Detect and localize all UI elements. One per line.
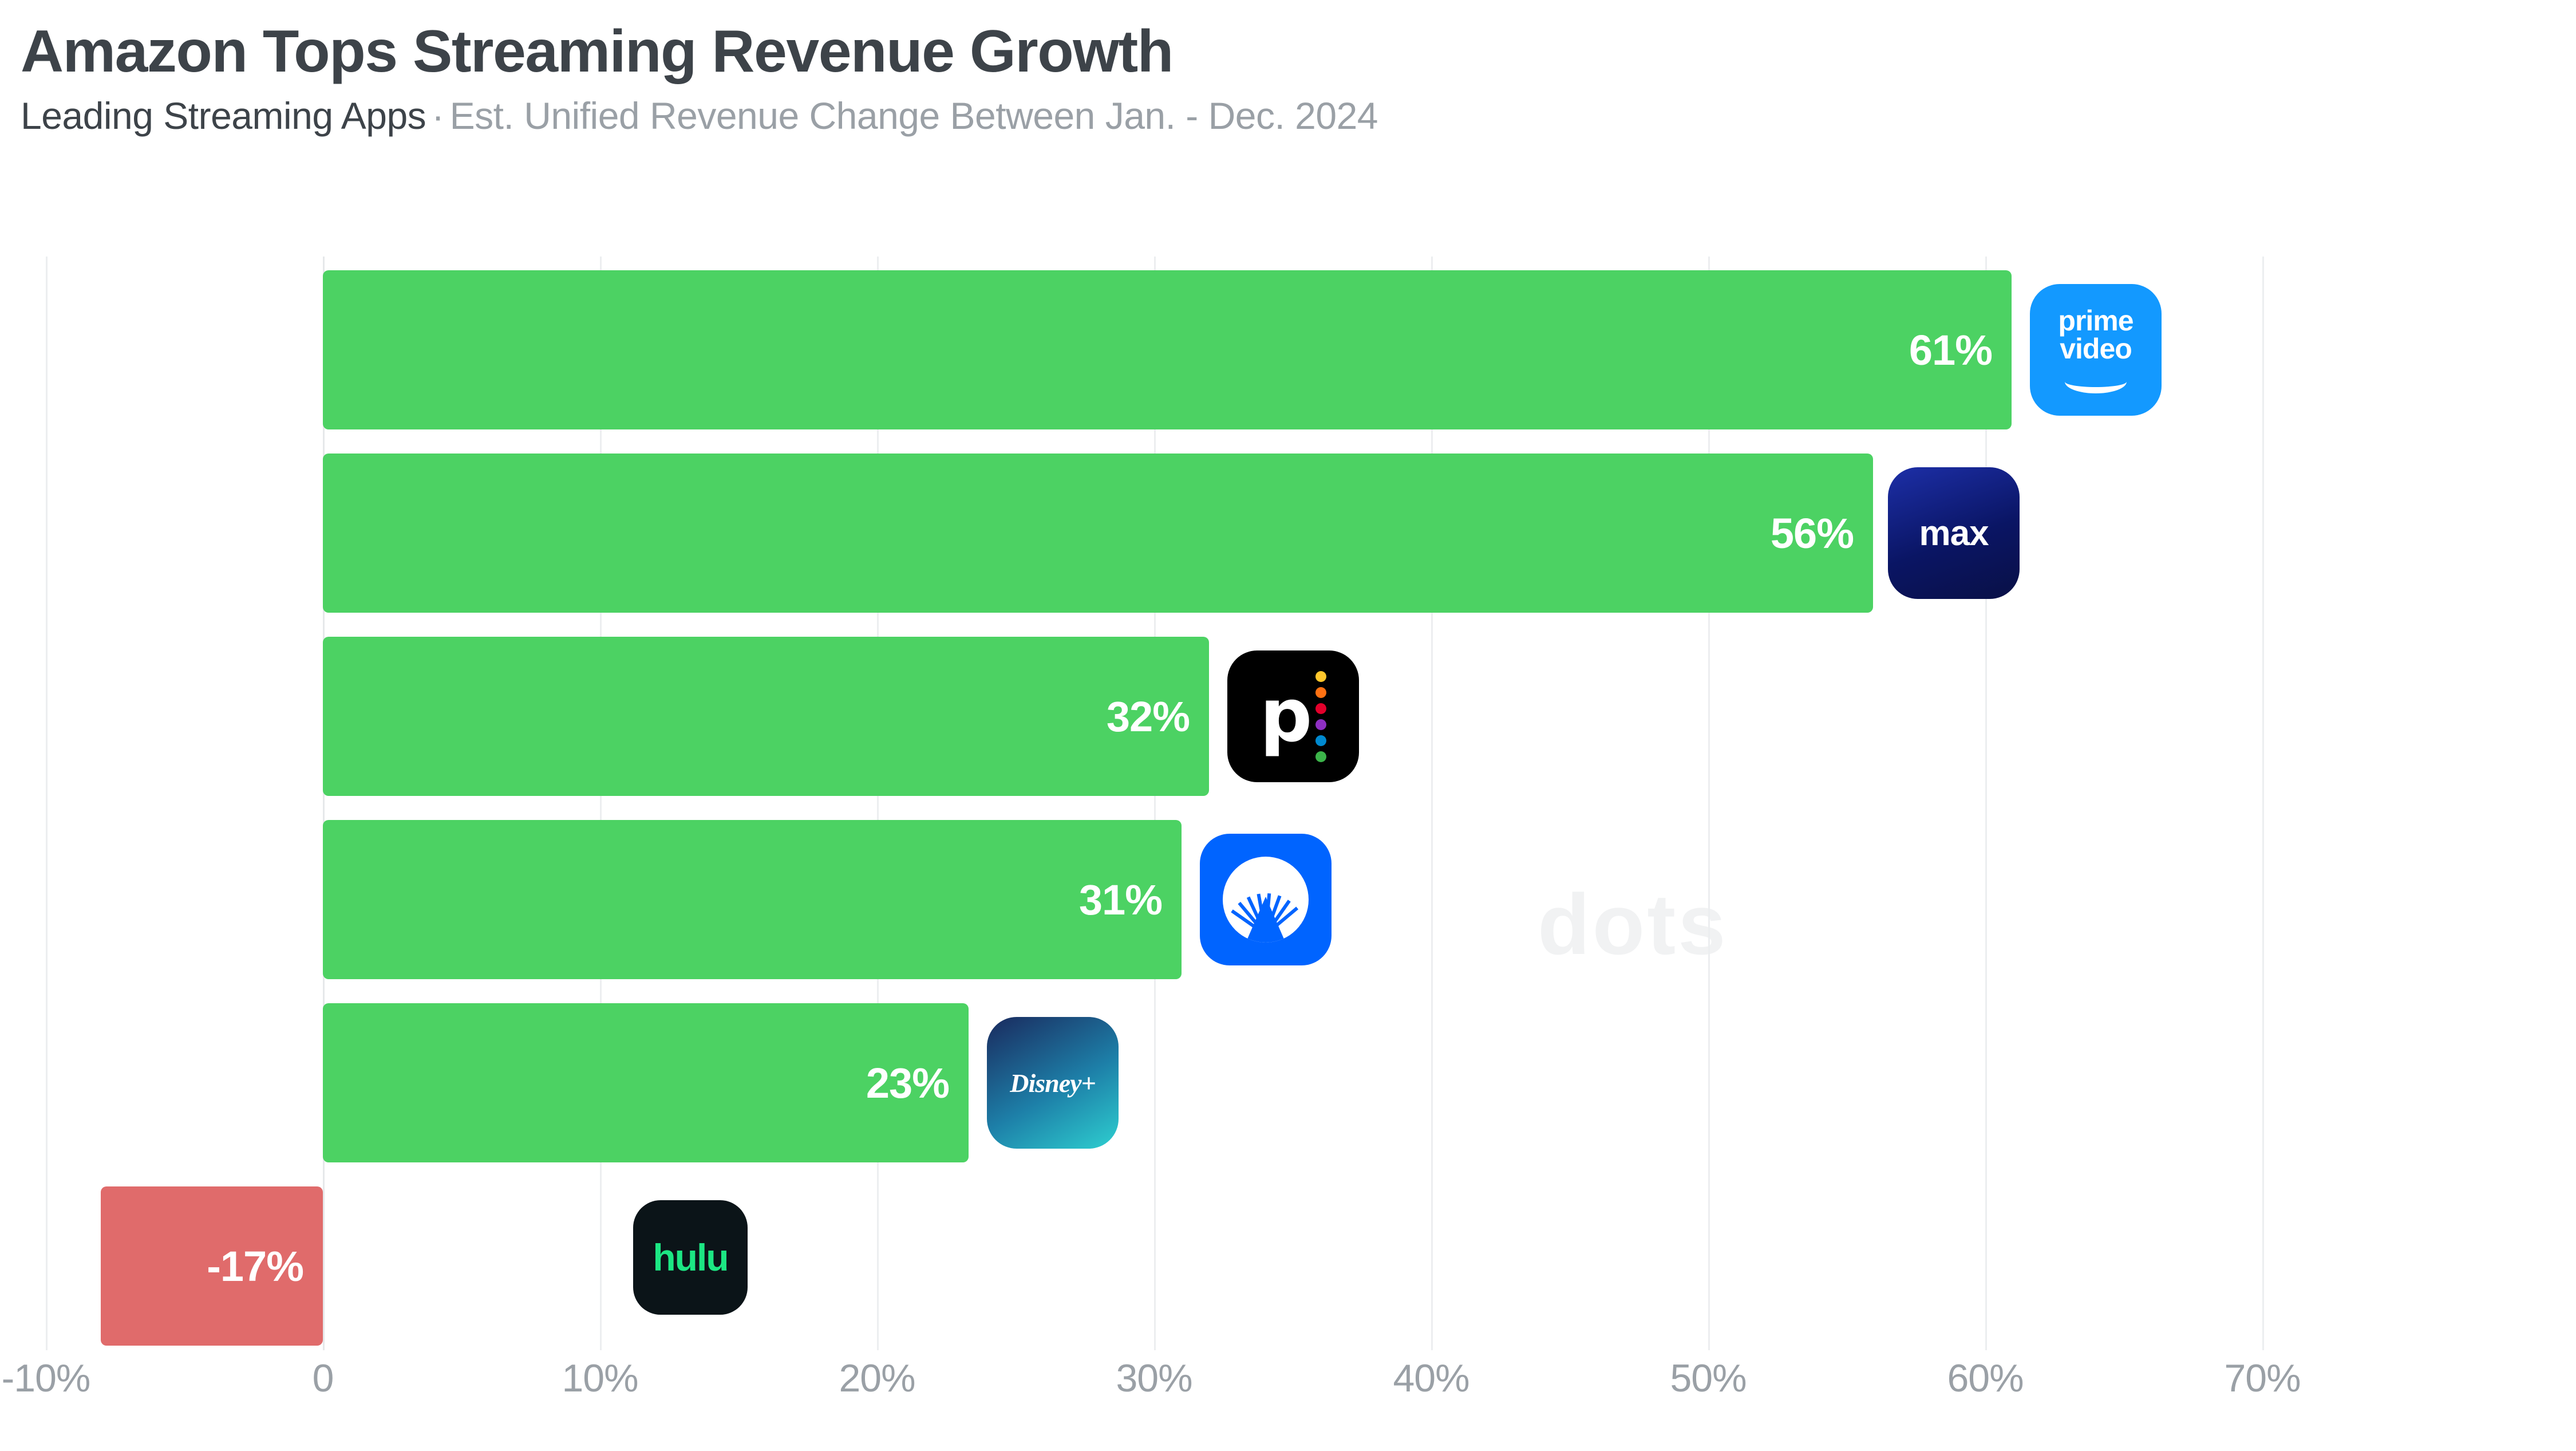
bar-disney-plus[interactable]: 23% bbox=[323, 1003, 969, 1162]
bar-value-peacock: 32% bbox=[1106, 692, 1190, 740]
x-axis: -10% 0 10% 20% 30% 40% 50% 60% 70% bbox=[2, 1350, 2555, 1425]
bar-row-prime-video: 61% prime video bbox=[21, 270, 2555, 429]
watermark: dots bbox=[1538, 876, 1728, 972]
bar-row-hulu: -17% hulu bbox=[21, 1186, 2555, 1346]
x-tick-50: 50% bbox=[1670, 1357, 1747, 1400]
prime-video-icon: prime video bbox=[2030, 284, 2162, 416]
bar-peacock[interactable]: 32% bbox=[323, 637, 1209, 796]
bar-value-max: 56% bbox=[1770, 509, 1854, 557]
x-tick--10: -10% bbox=[1, 1357, 91, 1400]
subtitle-strong: Leading Streaming Apps bbox=[21, 94, 426, 137]
peacock-feathers-icon bbox=[1315, 671, 1327, 762]
bar-value-disney-plus: 23% bbox=[866, 1059, 950, 1107]
x-tick-60: 60% bbox=[1947, 1357, 2024, 1400]
chart-header: Amazon Tops Streaming Revenue Growth Lea… bbox=[21, 0, 2555, 137]
disney-plus-label: Disney+ bbox=[1010, 1068, 1096, 1098]
subtitle-rest: Est. Unified Revenue Change Between Jan.… bbox=[449, 94, 1378, 137]
hulu-icon: hulu bbox=[633, 1200, 748, 1315]
bar-row-disney-plus: 23% Disney+ bbox=[21, 1003, 2555, 1162]
bar-prime-video[interactable]: 61% bbox=[323, 270, 2012, 429]
bar-max[interactable]: 56% bbox=[323, 454, 1873, 613]
peacock-icon: p bbox=[1227, 650, 1359, 782]
bar-value-prime-video: 61% bbox=[1909, 326, 1993, 374]
max-label: max bbox=[1919, 513, 1989, 553]
prime-video-label-line2: video bbox=[2060, 332, 2132, 365]
bar-value-hulu: -17% bbox=[207, 1242, 304, 1290]
plot-area: dots 61% prime video bbox=[21, 257, 2555, 1350]
bar-row-peacock: 32% p bbox=[21, 637, 2555, 796]
bar-paramount-plus[interactable]: 31% bbox=[323, 820, 1182, 979]
bar-value-paramount-plus: 31% bbox=[1078, 876, 1163, 924]
chart-subtitle: Leading Streaming Apps · Est. Unified Reve… bbox=[21, 95, 2555, 137]
subtitle-separator: · bbox=[432, 94, 444, 137]
disney-plus-icon: Disney+ bbox=[987, 1017, 1119, 1149]
hulu-label: hulu bbox=[653, 1236, 729, 1279]
peacock-letter: p bbox=[1259, 673, 1313, 759]
amazon-smile-icon bbox=[2065, 370, 2127, 393]
paramount-mountain-icon bbox=[1223, 857, 1309, 943]
x-tick-0: 0 bbox=[312, 1357, 334, 1400]
bars-group: 61% prime video 56% max bbox=[21, 257, 2555, 1350]
max-icon: max bbox=[1888, 467, 2020, 599]
x-tick-10: 10% bbox=[562, 1357, 638, 1400]
page-title: Amazon Tops Streaming Revenue Growth bbox=[21, 18, 1174, 85]
paramount-plus-icon bbox=[1200, 834, 1332, 965]
bar-row-paramount-plus: 31% bbox=[21, 820, 2555, 979]
bar-hulu[interactable]: -17% bbox=[101, 1186, 323, 1346]
x-tick-30: 30% bbox=[1116, 1357, 1192, 1400]
x-tick-20: 20% bbox=[839, 1357, 915, 1400]
bar-row-max: 56% max bbox=[21, 454, 2555, 613]
x-tick-70: 70% bbox=[2224, 1357, 2301, 1400]
prime-video-label-line1: prime bbox=[2058, 304, 2134, 337]
x-tick-40: 40% bbox=[1393, 1357, 1469, 1400]
